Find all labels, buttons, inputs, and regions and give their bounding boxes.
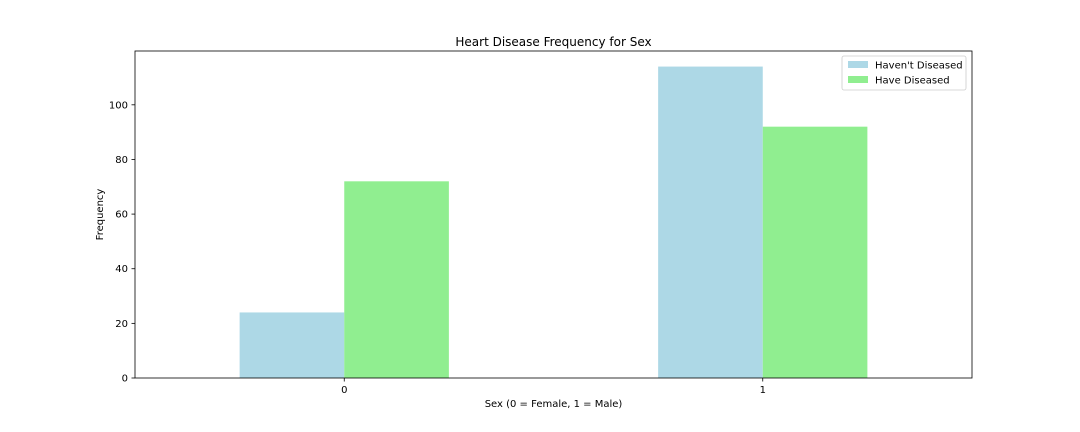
x-axis-label: Sex (0 = Female, 1 = Male) bbox=[485, 399, 623, 410]
x-tick-label-1: 1 bbox=[760, 385, 766, 396]
bar-haven-t-diseased-1 bbox=[658, 66, 763, 378]
bars-group bbox=[239, 66, 868, 378]
y-tick-label-20: 20 bbox=[115, 319, 128, 330]
plot-area-frame bbox=[134, 50, 973, 379]
bar-have-diseased-1 bbox=[762, 126, 868, 378]
legend-swatch-havent-diseased bbox=[848, 61, 868, 68]
bar-haven-t-diseased-0 bbox=[239, 312, 345, 378]
y-axis-label: Frequency bbox=[95, 189, 106, 241]
y-tick-label-60: 60 bbox=[115, 210, 128, 221]
y-tick-label-80: 80 bbox=[115, 155, 128, 166]
chart-title: Heart Disease Frequency for Sex bbox=[455, 35, 651, 49]
bar-have-diseased-0 bbox=[344, 181, 449, 378]
x-tick-label-0: 0 bbox=[341, 385, 347, 396]
y-tick-label-40: 40 bbox=[115, 264, 128, 275]
legend: Haven't Diseased Have Diseased bbox=[841, 55, 967, 91]
y-tick-label-0: 0 bbox=[122, 374, 128, 385]
y-axis-ticks: 0 20 40 60 80 100 bbox=[109, 100, 135, 385]
y-tick-label-100: 100 bbox=[109, 100, 128, 111]
legend-box bbox=[841, 55, 967, 91]
legend-label-havent-diseased: Haven't Diseased bbox=[875, 61, 963, 72]
legend-label-have-diseased: Have Diseased bbox=[875, 76, 950, 87]
legend-swatch-have-diseased bbox=[848, 76, 868, 83]
